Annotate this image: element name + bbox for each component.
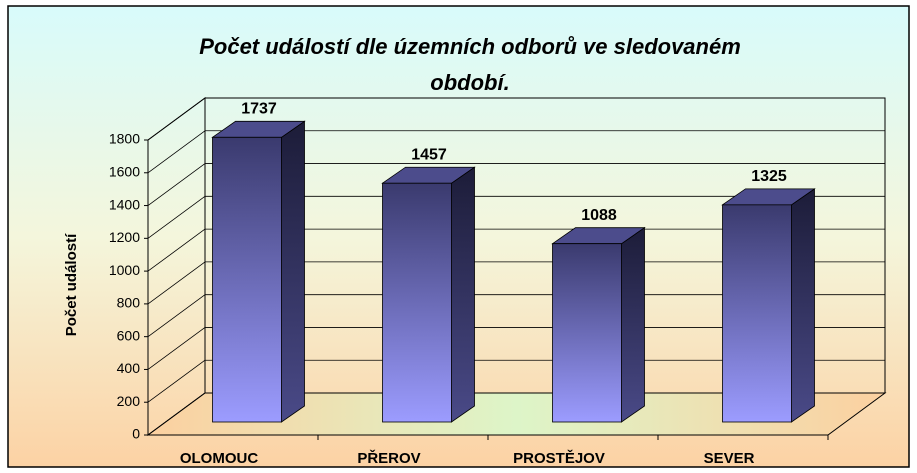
grid-line (147, 359, 206, 403)
y-tick-label: 0 (132, 426, 140, 442)
grid-line (147, 294, 206, 337)
value-label: 1457 (411, 146, 447, 163)
grid-line (147, 327, 206, 370)
bar-side (281, 120, 305, 423)
x-tick-label: PROSTĚJOV (513, 449, 605, 467)
bar (722, 204, 792, 423)
y-tick-label: 400 (117, 360, 141, 376)
bar (552, 243, 622, 423)
bar-side (791, 188, 815, 423)
grid-line (147, 196, 206, 239)
grid-line (147, 228, 206, 272)
grid-line (147, 130, 206, 174)
grid-line (147, 163, 206, 206)
grid-line (147, 392, 206, 436)
grid-line (147, 97, 206, 141)
grid-line (147, 261, 206, 305)
x-tick-label: OLOMOUC (180, 450, 258, 467)
value-label: 1088 (581, 207, 617, 224)
y-tick-label: 1400 (109, 196, 140, 212)
bar (212, 136, 282, 423)
y-tick-label: 1800 (109, 131, 140, 147)
y-axis-label: Počet událostí (63, 233, 80, 336)
y-tick-label: 600 (117, 327, 141, 343)
chart-title: Počet událostí dle územních odborů ve sl… (199, 34, 741, 95)
y-tick-label: 800 (117, 295, 141, 311)
value-label: 1737 (241, 101, 277, 118)
y-tick-label: 1600 (109, 163, 140, 179)
y-tick-label: 200 (117, 393, 141, 409)
bar-side (621, 226, 645, 423)
bar-side (451, 166, 475, 423)
y-tick-label: 1200 (109, 229, 140, 245)
x-tick-label: SEVER (704, 450, 755, 467)
bar (382, 182, 452, 423)
x-tick-label: PŘEROV (357, 449, 420, 467)
y-tick-label: 1000 (109, 262, 140, 278)
value-label: 1325 (751, 168, 787, 185)
